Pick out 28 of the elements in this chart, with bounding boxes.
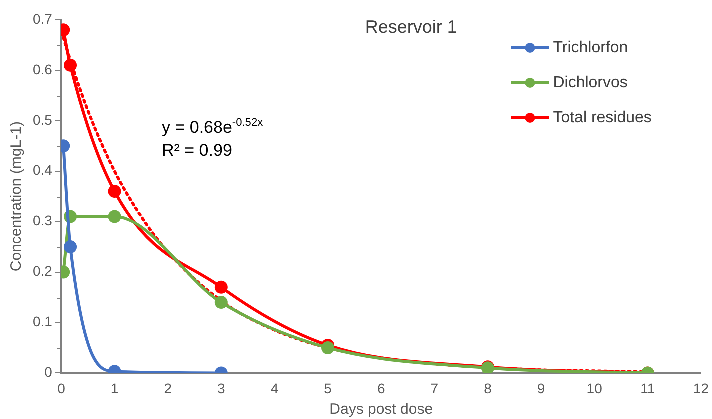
y-tick-label: 0.6: [32, 61, 53, 78]
y-tick-label: 0.2: [32, 263, 53, 280]
legend-label: Dichlorvos: [553, 74, 628, 92]
x-tick-label: 3: [218, 380, 226, 396]
x-tick-label: 0: [58, 380, 66, 396]
x-tick-label: 7: [430, 380, 439, 396]
x-tick-label: 11: [640, 380, 656, 396]
x-tick-label: 4: [270, 380, 279, 396]
x-tick-label: 12: [693, 380, 710, 396]
chart-title: Reservoir 1: [365, 17, 458, 37]
annotation: R² = 0.99: [162, 141, 232, 160]
y-tick-label: 0.3: [32, 212, 53, 229]
x-tick-label: 10: [586, 380, 603, 396]
y-tick-label: 0: [44, 364, 53, 380]
x-tick-label: 8: [484, 380, 492, 396]
y-tick-label: 0.1: [32, 314, 53, 330]
x-tick-label: 6: [377, 380, 386, 396]
x-tick-label: 2: [164, 380, 172, 396]
x-tick-label: 5: [324, 380, 332, 396]
legend-label: Trichlorfon: [553, 39, 628, 56]
x-tick-label: 1: [110, 380, 119, 396]
legend-label: Total residues: [553, 109, 652, 126]
y-tick-label: 0.5: [32, 112, 53, 128]
y-tick-label: 0.7: [32, 10, 53, 27]
y-axis-title: Concentration (mgL-1): [8, 122, 26, 272]
y-tick-label: 0.4: [32, 162, 53, 178]
x-axis-title: Days post dose: [330, 401, 434, 418]
x-tick-label: 9: [537, 380, 546, 396]
